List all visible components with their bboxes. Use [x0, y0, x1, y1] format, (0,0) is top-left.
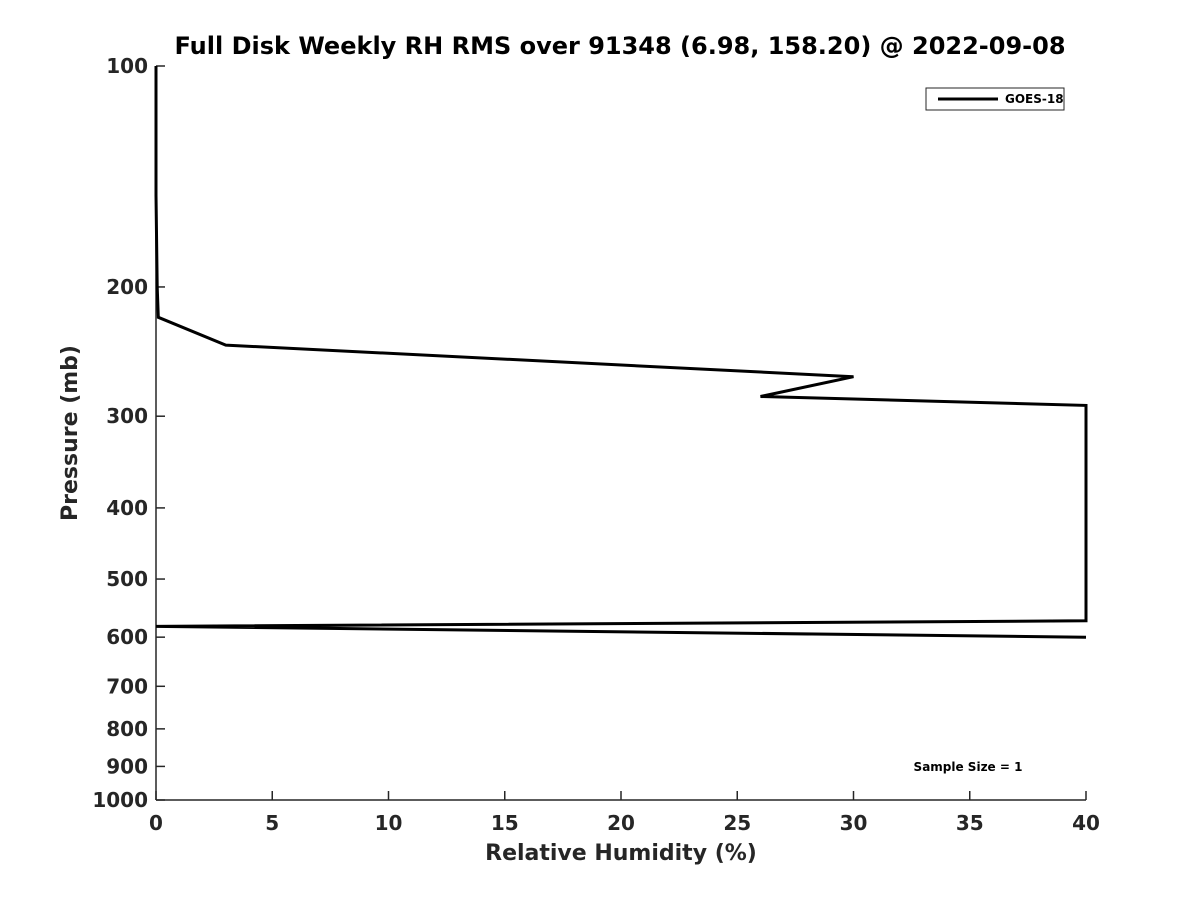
- x-tick-label: 30: [840, 811, 868, 835]
- y-tick-label: 600: [106, 625, 148, 649]
- x-tick-label: 10: [375, 811, 403, 835]
- series-group: [154, 66, 1088, 639]
- y-tick-label: 1000: [92, 788, 148, 812]
- y-tick-label: 300: [106, 404, 148, 428]
- sample-size-annotation: Sample Size = 1: [914, 760, 1023, 774]
- series-line-goes-18: [154, 66, 1088, 639]
- x-ticks: 0 5 10 15 20 25 30 35 40: [149, 791, 1100, 835]
- y-tick-label: 500: [106, 567, 148, 591]
- x-tick-label: 35: [956, 811, 984, 835]
- chart-title: Full Disk Weekly RH RMS over 91348 (6.98…: [174, 32, 1065, 60]
- y-tick-label: 100: [106, 54, 148, 78]
- x-tick-label: 0: [149, 811, 163, 835]
- y-tick-label: 400: [106, 496, 148, 520]
- y-ticks: 100 200 300 400 500 600 700 800 900 1000: [92, 54, 165, 812]
- legend: GOES-18: [925, 87, 1065, 111]
- y-tick-label: 900: [106, 754, 148, 778]
- x-tick-label: 25: [723, 811, 751, 835]
- y-axis-label: Pressure (mb): [58, 345, 83, 521]
- legend-label: GOES-18: [1005, 92, 1064, 106]
- y-tick-label: 700: [106, 674, 148, 698]
- x-tick-label: 15: [491, 811, 519, 835]
- y-tick-label: 800: [106, 717, 148, 741]
- y-tick-label: 200: [106, 275, 148, 299]
- x-axis-label: Relative Humidity (%): [485, 841, 757, 866]
- x-tick-label: 5: [265, 811, 279, 835]
- x-tick-label: 40: [1072, 811, 1100, 835]
- x-tick-label: 20: [607, 811, 635, 835]
